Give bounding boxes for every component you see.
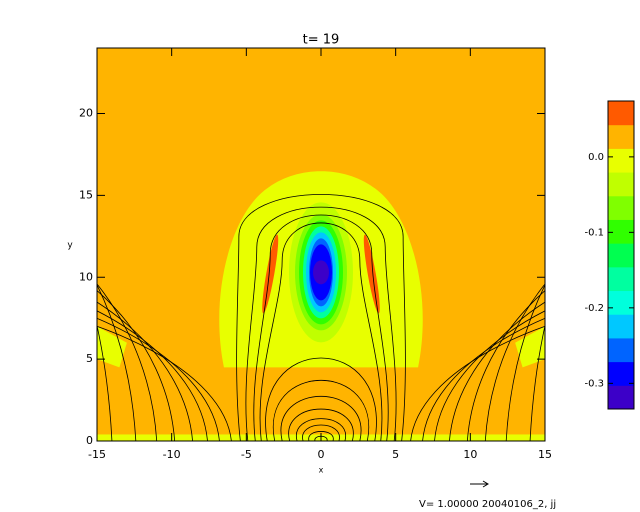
field-line [296,418,346,441]
colorbar-band [608,290,634,315]
y-tick-label: 0 [86,434,93,447]
colorbar-band [608,124,634,149]
colorbar-band [608,101,634,126]
y-tick-label: 10 [79,270,93,283]
field-line [505,284,545,441]
colorbar-band [608,361,634,386]
field-line [410,326,545,441]
field-line [272,379,370,441]
colorbar-band [608,243,634,268]
field-region [363,234,380,314]
field-line [0,97,82,441]
field-line [253,214,389,441]
colorbar-band [608,148,634,173]
x-tick-label: 5 [392,448,399,461]
field-line [529,324,545,441]
colorbar-band [608,314,634,339]
y-tick-label: 20 [79,107,93,120]
colorbar-frame [607,100,635,410]
y-axis-label: y [67,241,73,251]
colorbar-tick-label: -0.1 [584,227,604,238]
field [97,48,545,441]
field-line [236,194,406,441]
field-region [515,326,545,368]
field-line [280,395,362,441]
colorbar-band [608,172,634,197]
colorbar-band [608,337,634,363]
field-line [484,283,545,441]
x-tick-label: -10 [163,448,181,461]
y-tick-label: 5 [86,352,93,365]
colorbar-band [608,219,634,244]
field-line [97,326,232,441]
x-tick-label: -5 [241,448,252,461]
field-line [97,284,137,441]
x-axis-label: x [319,466,324,475]
x-tick-label: 0 [318,448,325,461]
field-line [97,317,220,441]
chart-title: t= 19 [303,33,340,48]
x-tick-label: 10 [463,448,477,461]
field-line [288,408,354,441]
x-tick-label: 15 [538,448,552,461]
colorbar-tick-label: 0.0 [588,152,604,163]
field-line [97,301,193,441]
field-line [302,424,340,441]
y-tick-label: 15 [79,188,93,201]
arrow-head [482,480,489,488]
field-region [262,234,279,314]
field-line [97,324,113,441]
field-line [97,290,176,441]
x-tick-label: -15 [88,448,106,461]
colorbar-band [608,266,634,292]
field-line [466,290,545,441]
field-line [422,317,545,441]
colorbar-band [608,385,634,410]
annotation: V= 1.00000 20040106_2, jj [419,499,556,510]
field-lines [0,97,545,441]
colorbar-tick-label: -0.3 [584,378,604,389]
field-region [313,260,329,285]
field-region [97,326,127,368]
field-line [97,283,158,441]
field-line [265,357,377,441]
colorbar-band [608,195,634,220]
field-line [245,206,397,441]
colorbar-tick-label: -0.2 [584,303,604,314]
field-line [449,301,545,441]
field-line [308,431,334,441]
field-line [259,222,383,441]
